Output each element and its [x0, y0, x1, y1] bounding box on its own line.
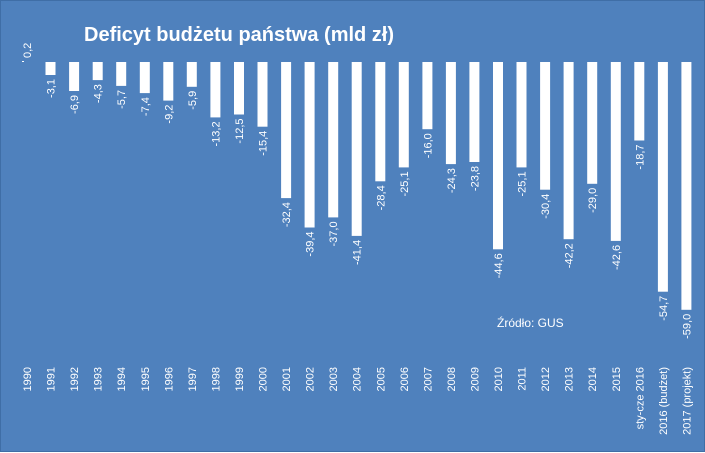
category-label: 1992	[69, 367, 81, 391]
bar-2011	[516, 62, 527, 168]
category-label: 1996	[163, 367, 175, 391]
value-label: -18,7	[634, 145, 646, 170]
category-label: 2017 (projekt)	[681, 367, 693, 435]
category-label: 1993	[93, 367, 105, 391]
value-label: -28,4	[375, 185, 387, 210]
value-label: -37,0	[328, 221, 340, 246]
source-note: Źródło: GUS	[497, 315, 564, 330]
bar-1991	[45, 62, 56, 75]
value-label: -29,0	[587, 188, 599, 213]
value-label: -16,0	[422, 133, 434, 158]
bar-1990	[22, 61, 24, 62]
value-label: -32,4	[281, 202, 293, 227]
category-label: 2006	[399, 367, 411, 391]
bar-2001	[281, 62, 292, 199]
bar-2009	[469, 62, 480, 162]
bar-2008	[445, 62, 456, 165]
bar-2012	[540, 62, 551, 190]
bar-1992	[69, 62, 80, 91]
category-label: 2003	[328, 367, 340, 391]
value-label: -5,9	[187, 91, 199, 110]
value-label: -25,1	[399, 171, 411, 196]
category-label: 2005	[375, 367, 387, 391]
value-label: -4,3	[93, 84, 105, 103]
category-label: 1997	[187, 367, 199, 391]
category-label: 2009	[469, 367, 481, 391]
value-label: -7,4	[140, 97, 152, 116]
value-label: 0,2	[22, 43, 34, 58]
bar-1994	[116, 62, 127, 86]
bar-1995	[139, 62, 150, 94]
bar-2005	[375, 62, 386, 182]
value-label: -12,5	[234, 119, 246, 144]
category-label: 2004	[352, 367, 364, 391]
bar-1999	[234, 62, 244, 115]
category-label: 2016 (budżet)	[658, 367, 670, 435]
bar-1998	[210, 62, 221, 118]
bar-2010	[493, 62, 503, 250]
category-label: 2013	[564, 367, 576, 391]
bar-1993	[92, 62, 103, 81]
value-label: -9,2	[163, 105, 175, 124]
category-label: 2012	[540, 367, 552, 391]
bar-2007	[422, 62, 433, 130]
value-label: -41,4	[352, 240, 364, 265]
category-label: 1990	[22, 367, 34, 391]
category-label: 2000	[258, 367, 270, 391]
category-label: 1994	[116, 367, 128, 391]
value-label: -54,7	[658, 296, 670, 321]
category-label: 2011	[517, 367, 529, 391]
bar-2015	[610, 62, 621, 241]
bar-2003	[328, 62, 339, 218]
bar-2016-bud-et-	[657, 62, 668, 292]
category-label: 2015	[611, 367, 623, 391]
category-label: sty-cze 2016	[634, 367, 646, 429]
bar-1997	[186, 62, 197, 87]
category-labels-layer: 1990 1991 1992 1993 1994 1995 1996 1997 1998 1999…	[22, 367, 693, 435]
category-label: 2008	[446, 367, 458, 391]
value-label: -24,3	[446, 168, 458, 193]
chart-title: Deficyt budżetu państwa (mld zł)	[84, 24, 394, 46]
category-label: 1999	[234, 367, 246, 391]
value-labels-layer: 0,2 -3,1 -6,9 -4,3 -5,7 -7,4 -9,2 -5,9 -13,2 -12,…	[22, 43, 693, 339]
value-label: -6,9	[69, 95, 81, 114]
value-label: -15,4	[258, 131, 270, 156]
bar-2006	[398, 62, 409, 168]
category-label: 2007	[422, 367, 434, 391]
bar-sty-cze-2016	[634, 62, 645, 141]
category-label: 2014	[587, 367, 599, 391]
value-label: -59,0	[681, 314, 693, 339]
bar-2014	[587, 62, 598, 184]
bar-2017-projekt-	[681, 62, 692, 310]
bar-2002	[304, 62, 315, 228]
value-label: -13,2	[210, 121, 222, 146]
value-label: -39,4	[305, 232, 317, 257]
category-label: 2001	[281, 367, 293, 391]
bar-2000	[257, 62, 268, 127]
value-label: -42,6	[611, 245, 623, 270]
category-label: 1991	[46, 367, 58, 391]
value-label: -25,1	[517, 171, 529, 196]
category-label: 2002	[305, 367, 317, 391]
bar-2013	[563, 62, 574, 240]
bar-1996	[163, 62, 174, 101]
value-label: -30,4	[540, 194, 552, 219]
category-label: 1998	[210, 367, 222, 391]
bars-layer	[22, 61, 692, 310]
value-label: -42,2	[564, 243, 576, 268]
value-label: -44,6	[493, 253, 505, 278]
bar-2004	[351, 62, 362, 236]
category-label: 1995	[140, 367, 152, 391]
value-label: -23,8	[469, 166, 481, 191]
value-label: -3,1	[46, 79, 58, 98]
category-label: 2010	[493, 367, 505, 391]
value-label: -5,7	[116, 90, 128, 109]
